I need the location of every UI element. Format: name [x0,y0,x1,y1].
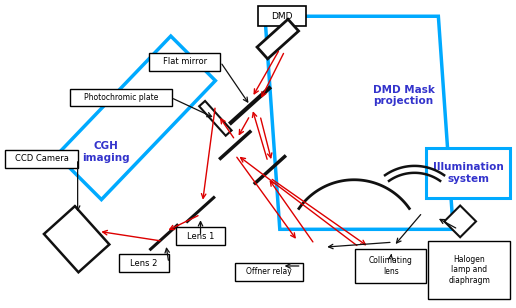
Bar [258,6,305,26]
Bar [149,53,220,71]
Bar [426,148,510,198]
Text: DMD: DMD [271,12,293,21]
Bar [355,249,426,283]
Text: Photochromic plate: Photochromic plate [84,93,158,102]
Text: Flat mirror: Flat mirror [163,57,207,66]
Bar [176,227,225,245]
Text: CCD Camera: CCD Camera [14,154,69,164]
Polygon shape [257,19,299,59]
Text: CGH
imaging: CGH imaging [83,141,130,163]
Polygon shape [444,205,476,237]
Bar [428,241,510,299]
Text: Illumination
system: Illumination system [433,162,504,184]
Polygon shape [44,206,109,272]
Text: Lens 2: Lens 2 [131,258,158,268]
Polygon shape [199,101,232,136]
Bar [119,254,169,272]
Text: Halogen
lamp and
diaphragm: Halogen lamp and diaphragm [448,255,490,285]
Bar [5,150,77,168]
Bar [70,89,172,107]
Bar [235,263,302,281]
Text: DMD Mask
projection: DMD Mask projection [373,85,434,106]
Text: Collimating
lens: Collimating lens [369,256,413,276]
Text: Offner relay: Offner relay [246,267,292,276]
Text: Lens 1: Lens 1 [187,232,214,241]
